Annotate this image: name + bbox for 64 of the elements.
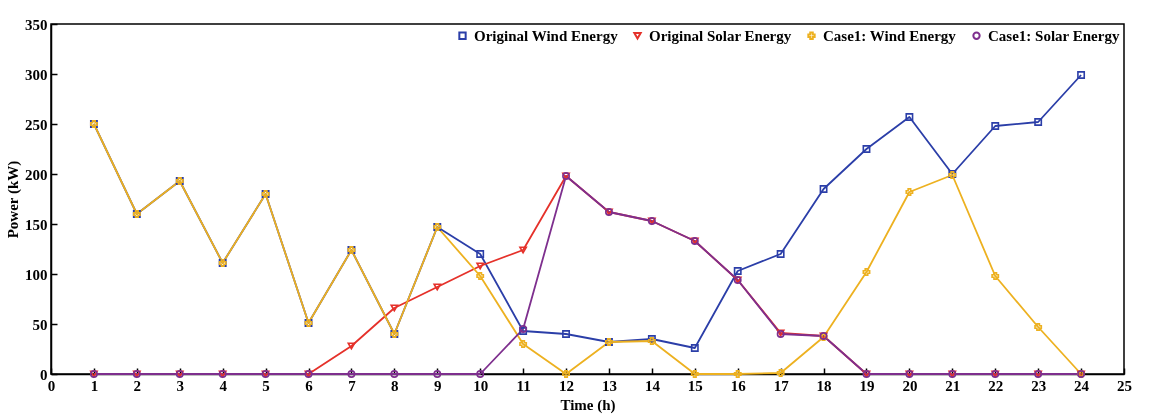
point (733, 370, 742, 378)
x-tick-label: 9 (434, 377, 442, 394)
point (519, 340, 528, 348)
point (862, 145, 871, 153)
x-tick-label: 3 (176, 377, 185, 394)
y-tick-label: 100 (25, 266, 48, 283)
point (519, 246, 528, 254)
legend-label: Original Solar Energy (649, 27, 792, 44)
point (819, 185, 828, 193)
point (776, 250, 785, 258)
y-tick-label: 350 (25, 16, 48, 33)
x-tick-label: 4 (219, 377, 228, 394)
x-tick-label: 21 (945, 377, 961, 394)
legend-label: Case1: Solar Energy (988, 27, 1120, 44)
x-tick-label: 17 (773, 377, 790, 394)
point (690, 370, 699, 378)
x-tick-label: 12 (559, 377, 575, 394)
point (476, 250, 485, 258)
x-axis-title: Time (h) (560, 396, 616, 414)
point (776, 369, 785, 377)
point (476, 272, 485, 280)
point (991, 122, 1000, 130)
x-tick-label: 19 (859, 377, 875, 394)
x-tick-label: 10 (473, 377, 489, 394)
y-tick-label: 0 (40, 366, 48, 383)
x-tick-label: 18 (816, 377, 832, 394)
x-tick-label: 2 (133, 377, 142, 394)
x-tick-label: 20 (902, 377, 918, 394)
point (476, 262, 485, 270)
legend-label: Case1: Wind Energy (823, 27, 957, 44)
point (562, 330, 570, 338)
x-tick-label: 22 (988, 377, 1004, 394)
point (433, 283, 442, 291)
point (690, 344, 699, 352)
point (905, 188, 914, 196)
x-tick-label: 24 (1074, 377, 1090, 394)
y-tick-label: 300 (25, 66, 48, 83)
x-tick-label: 16 (730, 377, 747, 394)
point (905, 113, 914, 121)
x-tick-label: 14 (644, 377, 661, 394)
x-tick-label: 13 (601, 377, 617, 394)
point (390, 304, 399, 312)
x-tick-label: 1 (90, 377, 99, 394)
point (733, 267, 742, 275)
x-tick-label: 5 (262, 377, 270, 394)
y-axis-title: Power (kW) (5, 160, 22, 239)
x-tick-label: 25 (1117, 377, 1132, 394)
legend-label: Original Wind Energy (474, 27, 619, 44)
point (862, 268, 871, 276)
y-tick-label: 150 (25, 216, 48, 233)
x-tick-label: 8 (391, 377, 399, 394)
point (347, 342, 356, 350)
y-tick-label: 200 (25, 166, 48, 183)
y-tick-label: 250 (25, 116, 48, 133)
x-tick-label: 7 (348, 377, 357, 394)
x-tick-label: 23 (1031, 377, 1047, 394)
point (1034, 118, 1043, 126)
x-tick-label: 6 (305, 377, 314, 394)
x-tick-label: 15 (687, 377, 703, 394)
point (1034, 323, 1043, 331)
x-tick-label: 11 (516, 377, 531, 394)
point (1077, 71, 1086, 79)
y-tick-label: 50 (32, 316, 48, 333)
point (991, 272, 1000, 280)
